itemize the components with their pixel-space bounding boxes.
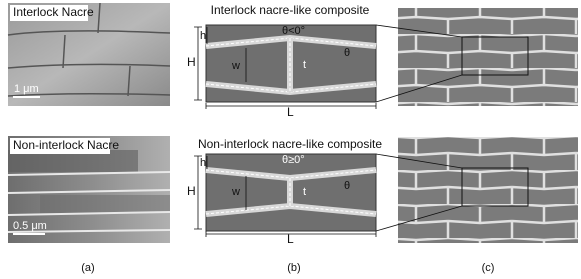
h-label: h bbox=[200, 30, 206, 42]
diagram-title: Non-interlock nacre-like composite bbox=[198, 137, 382, 151]
scale-bar: 0.5 μm bbox=[13, 220, 47, 232]
theta-label: θ bbox=[344, 180, 350, 192]
micrograph-non-interlock: Non-interlock Nacre 0.5 μm bbox=[8, 136, 170, 243]
panel-caption: (a) bbox=[81, 262, 94, 274]
panel-caption: (c) bbox=[482, 262, 495, 274]
diagram-non-interlock: Non-interlock nacre-like composite θ≥0° … bbox=[187, 137, 382, 246]
w-label: w bbox=[231, 60, 240, 72]
t-label: t bbox=[303, 59, 306, 71]
h-label: h bbox=[200, 157, 206, 169]
diagram-interlock: Interlock nacre-like composite θ<0° θ h … bbox=[187, 3, 376, 119]
diagram-title: Interlock nacre-like composite bbox=[211, 3, 370, 17]
brick-pattern-interlock bbox=[376, 8, 578, 106]
panel-caption: (b) bbox=[287, 262, 300, 274]
figure: Interlock Nacre 1 μm Non-interlock Nacre… bbox=[0, 0, 581, 279]
image-label: Non-interlock Nacre bbox=[13, 138, 119, 152]
scale-bar: 1 μm bbox=[14, 83, 39, 95]
micrograph-interlock: Interlock Nacre 1 μm bbox=[8, 3, 170, 106]
L-label: L bbox=[287, 105, 294, 119]
w-label: w bbox=[231, 186, 240, 198]
t-label: t bbox=[303, 186, 306, 198]
theta-label: θ bbox=[344, 47, 350, 59]
image-label: Interlock Nacre bbox=[13, 5, 94, 19]
brick-pattern-non-interlock bbox=[376, 137, 578, 243]
angle-label: θ≥0° bbox=[282, 154, 305, 166]
H-label: H bbox=[187, 55, 196, 69]
angle-label: θ<0° bbox=[282, 25, 305, 37]
H-label: H bbox=[187, 184, 196, 198]
